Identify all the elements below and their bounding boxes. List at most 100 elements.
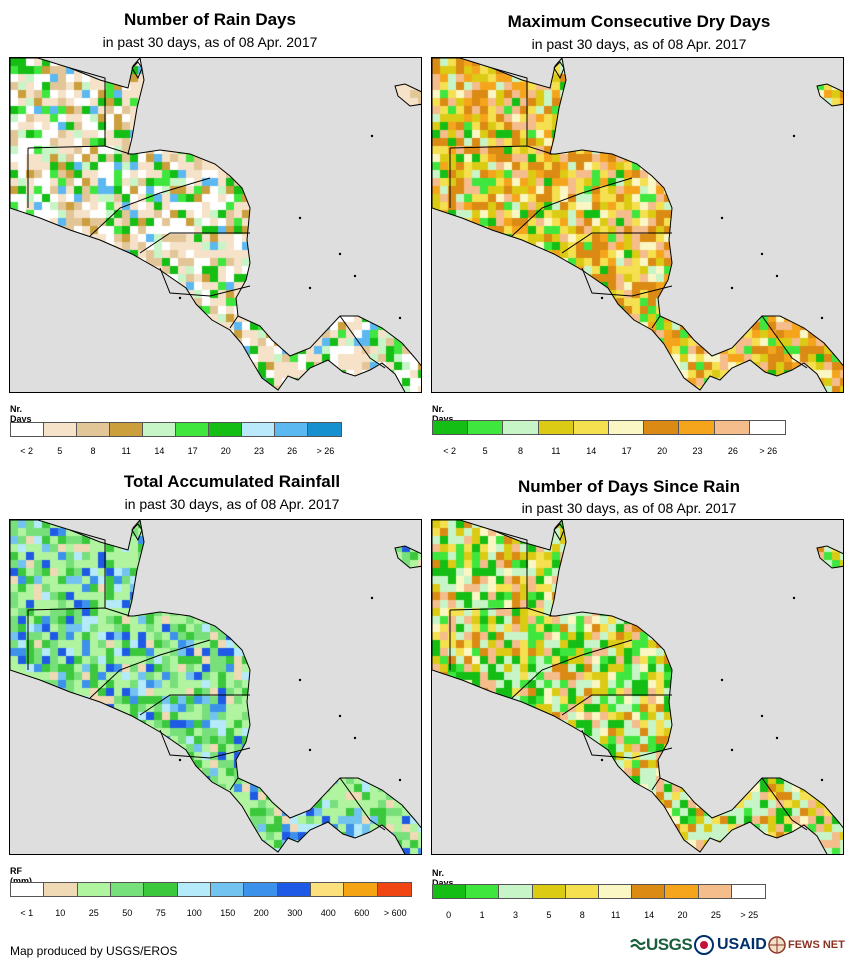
island — [338, 714, 342, 718]
island — [370, 596, 374, 600]
country-border — [27, 145, 131, 155]
map-days-since[interactable] — [431, 519, 844, 855]
legend-tick-label: < 2 — [443, 446, 457, 456]
coastline — [432, 520, 843, 854]
country-border — [339, 777, 386, 831]
coastline — [131, 61, 143, 80]
legend-tick-label: 150 — [220, 908, 236, 918]
legend-tick-label: > 26 — [759, 446, 778, 456]
country-border — [69, 529, 106, 608]
island — [353, 736, 357, 740]
map-raster — [432, 520, 843, 854]
coastline — [131, 523, 143, 542]
country-border — [69, 67, 106, 146]
legend-tick-label: 100 — [186, 908, 202, 918]
map-dry-days[interactable] — [431, 57, 844, 393]
panel-subtitle: in past 30 days, as of 08 Apr. 2017 — [531, 36, 747, 52]
legend-tick-label: 25 — [710, 910, 721, 920]
legend-swatch — [144, 883, 178, 896]
island — [820, 778, 824, 782]
country-border — [339, 315, 386, 369]
legend-bar — [432, 420, 786, 435]
legend-tick-label: 75 — [155, 908, 166, 918]
fews-logo: FEWS NET — [768, 932, 845, 958]
legend-swatch — [433, 885, 467, 898]
panel-title: Maximum Consecutive Dry Days — [507, 12, 771, 31]
panel-subtitle: in past 30 days, as of 08 Apr. 2017 — [102, 34, 318, 50]
map-rain-days[interactable] — [9, 57, 422, 393]
legend-tick-label: 20 — [657, 446, 668, 456]
island — [298, 216, 302, 220]
legend-swatch — [176, 423, 209, 436]
legend-tick-label: 5 — [546, 910, 552, 920]
island — [370, 134, 374, 138]
legend-ticks: < 2 5 8 11 14 17 20 23 26 > 26 — [10, 446, 342, 458]
map-raster — [432, 58, 843, 392]
fews-text: FEWS NET — [788, 939, 845, 951]
country-border — [159, 729, 251, 759]
coastline — [553, 61, 565, 80]
legend-swatch — [532, 885, 566, 898]
coastline — [816, 83, 843, 107]
island — [760, 714, 764, 718]
country-border — [27, 607, 131, 617]
legend-title: RF (mm) — [10, 866, 32, 886]
legend-swatch — [698, 885, 732, 898]
country-border — [139, 694, 250, 716]
legend-ticks: 0 1 3 5 8 11 14 20 25 > 25 — [432, 910, 766, 922]
coastline — [394, 83, 421, 107]
legend-swatch — [714, 421, 750, 434]
legend-swatch — [632, 885, 666, 898]
island — [600, 758, 604, 762]
legend-tick-label: 14 — [586, 446, 597, 456]
legend-swatch — [277, 883, 311, 896]
legend-swatch — [308, 423, 341, 436]
island — [353, 274, 357, 278]
country-border — [229, 777, 239, 791]
coastline — [10, 58, 421, 392]
legend-title: Nr. Days — [10, 404, 32, 424]
legend-swatch — [499, 885, 533, 898]
country-border — [651, 315, 661, 329]
legend-swatch — [538, 421, 574, 434]
country-border — [491, 67, 528, 146]
country-border — [139, 232, 250, 254]
map-raster — [10, 520, 421, 854]
coastline — [553, 523, 565, 542]
island — [600, 296, 604, 300]
legend-swatch — [565, 885, 599, 898]
legend-tick-label: 8 — [90, 446, 96, 456]
legend-swatch — [143, 423, 176, 436]
country-border — [511, 639, 633, 699]
legend-tick-label: 400 — [320, 908, 336, 918]
country-border — [561, 232, 672, 254]
legend-swatch — [679, 421, 715, 434]
legend-bar — [10, 882, 412, 897]
legend-tick-label: > 600 — [383, 908, 407, 918]
legend-swatch — [466, 885, 500, 898]
legend-tick-label: 14 — [644, 910, 655, 920]
map-rainfall[interactable] — [9, 519, 422, 855]
country-border — [159, 267, 251, 297]
legend-bar — [432, 884, 766, 899]
legend-tick-label: 25 — [88, 908, 99, 918]
legend-tick-label: 8 — [517, 446, 524, 456]
logos: USGS USAID FEWS NET — [630, 932, 846, 958]
legend-swatch — [275, 423, 308, 436]
map-borders — [10, 520, 421, 854]
island — [338, 252, 342, 256]
country-border — [581, 729, 673, 759]
legend-swatch — [503, 421, 539, 434]
legend-tick-label: 20 — [677, 910, 688, 920]
usaid-logo: USAID — [694, 932, 767, 958]
legend-tick-label: 23 — [692, 446, 703, 456]
legend-tick-label: 0 — [446, 910, 452, 920]
panel-title: Number of Rain Days — [124, 10, 296, 29]
legend-ticks: < 2 5 8 11 14 17 20 23 26 > 26 — [432, 446, 786, 458]
island — [730, 748, 734, 752]
map-raster — [10, 58, 421, 392]
legend-tick-label: 14 — [154, 446, 165, 456]
legend-tick-label: < 1 — [20, 908, 34, 918]
island — [398, 316, 402, 320]
usaid-seal-icon — [694, 935, 714, 955]
